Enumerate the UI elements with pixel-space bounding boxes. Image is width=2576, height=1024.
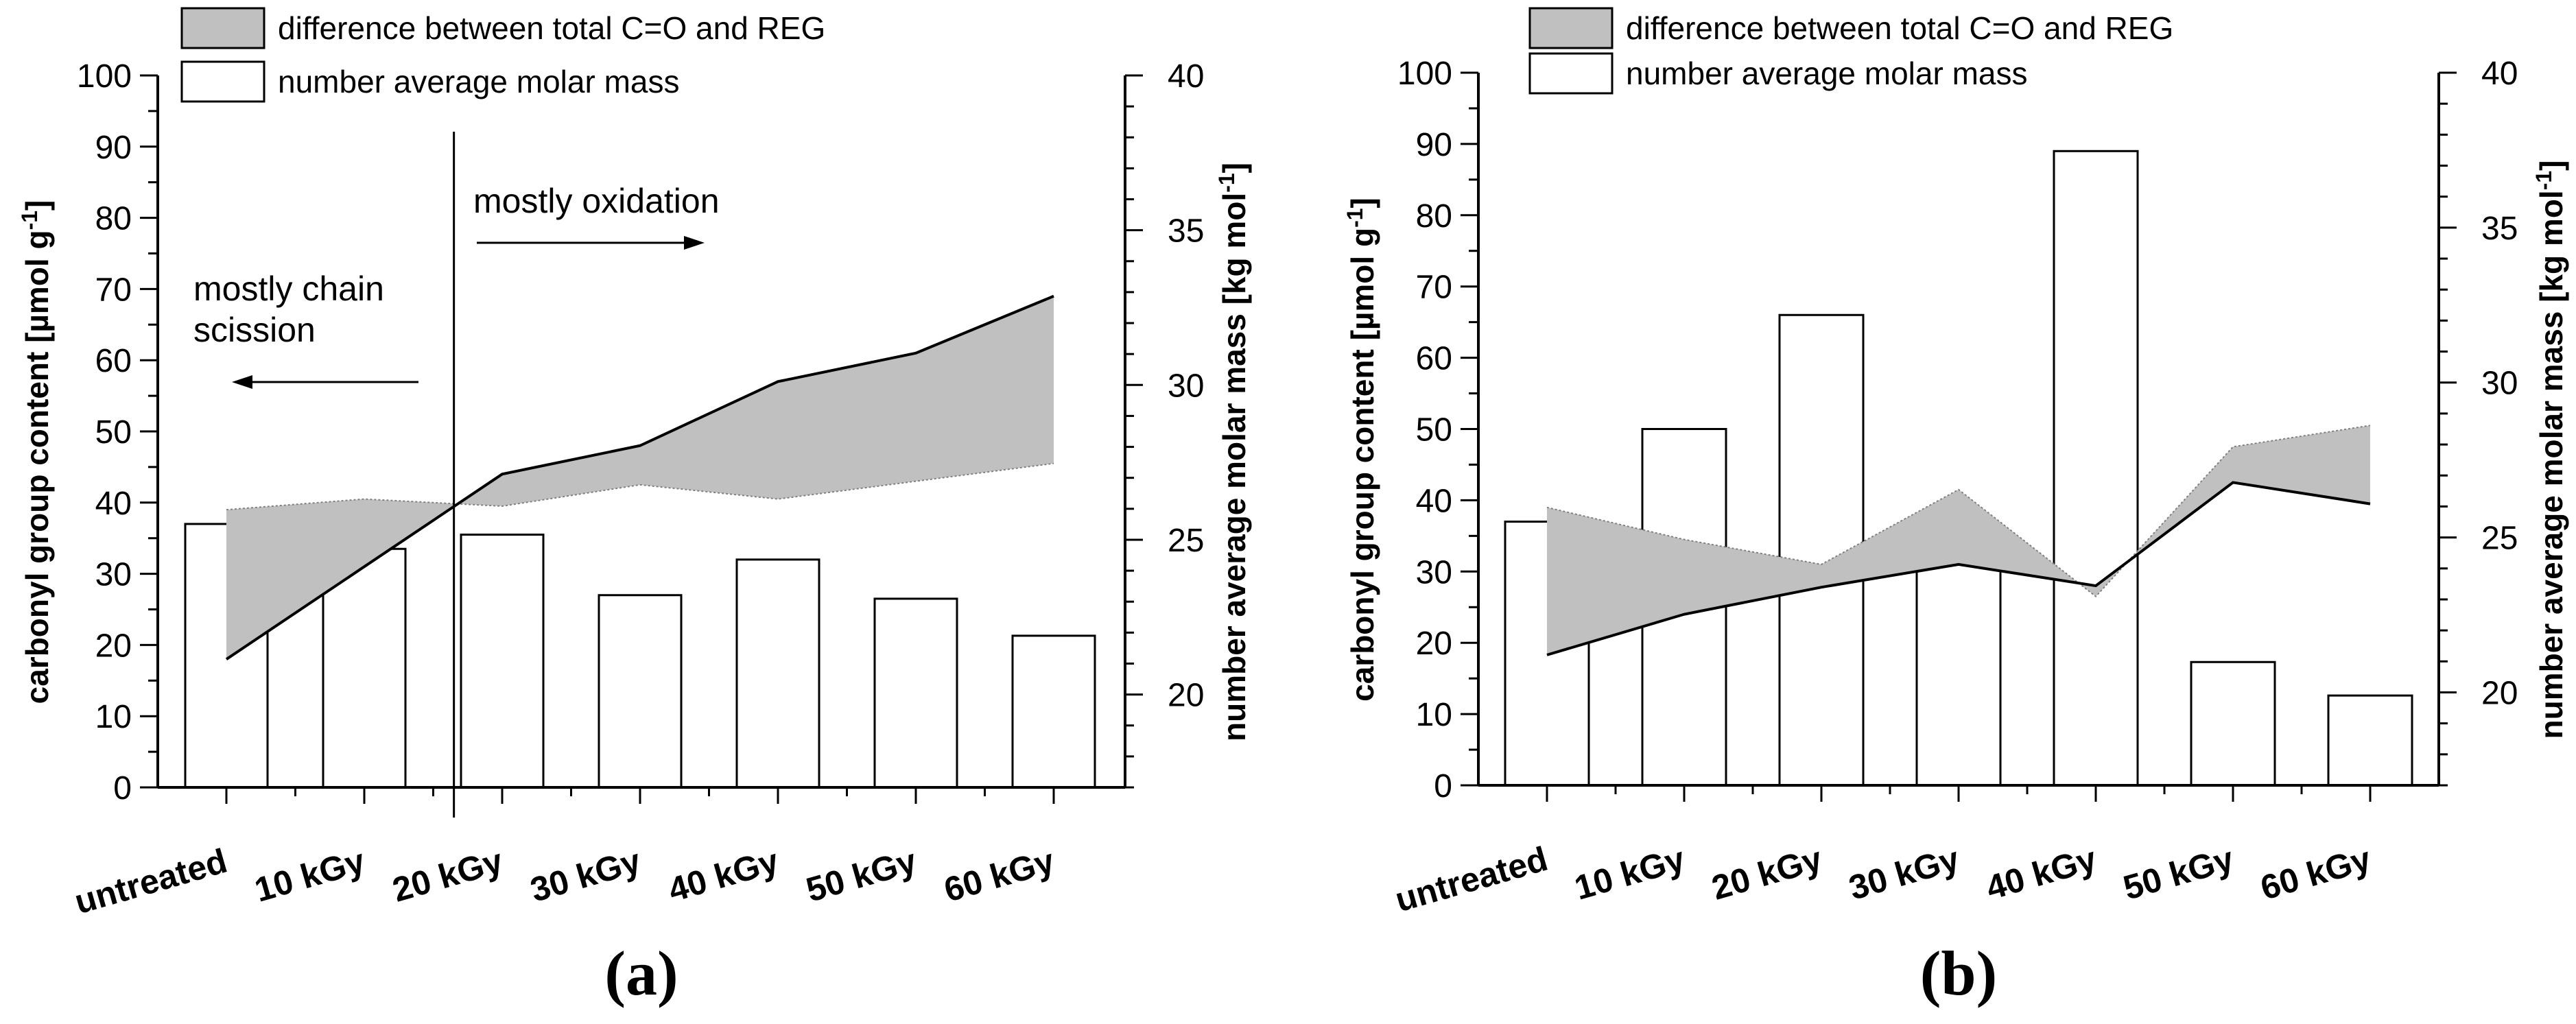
right-tick-label: 20 [2481, 675, 2518, 711]
right-tick-label: 25 [1168, 523, 1204, 559]
left-tick-label: 90 [1416, 127, 1452, 163]
right-axis-title-main: number average molar mass [kg mol [2533, 190, 2569, 739]
left-tick-label: 100 [1397, 56, 1452, 92]
left-axis-title-end: ] [19, 200, 55, 211]
right-axis-title-end: ] [2533, 160, 2569, 171]
right-tick-label: 30 [1168, 368, 1204, 404]
category-label: 30 kGy [526, 842, 645, 909]
left-axis-title-main: carbonyl group content [µmol g [19, 230, 55, 704]
total-co-line [1546, 481, 2371, 656]
annotation-text: mostly oxidation [473, 182, 720, 220]
bar-6 [873, 597, 958, 789]
annotation-text: mostly chain [193, 270, 384, 308]
right-tick-label: 35 [2481, 211, 2518, 247]
panel-label: (a) [604, 938, 678, 1008]
left-tick-label: 50 [1416, 412, 1452, 449]
legend-label: difference between total C=O and REG [1626, 10, 2173, 46]
bar-3 [460, 534, 545, 789]
total-co-line [225, 294, 1054, 660]
right-axis-title: number average molar mass [kg mol-1] [1214, 163, 1252, 741]
left-axis-title-sup: -1 [17, 211, 42, 230]
category-label: 20 kGy [388, 842, 507, 909]
category-label: untreated [1391, 840, 1552, 920]
bar-7 [1011, 634, 1096, 789]
difference-area [1547, 425, 2370, 655]
left-axis-title: carbonyl group content [µmol g-1] [17, 200, 55, 704]
legend-swatch-empty [1528, 52, 1614, 95]
annotation-arrowhead [232, 375, 252, 389]
right-tick-label: 40 [2481, 56, 2518, 92]
category-label: 60 kGy [2256, 840, 2375, 907]
left-tick-label: 60 [1416, 341, 1452, 377]
left-tick-label: 100 [77, 58, 132, 95]
category-label: 30 kGy [1845, 840, 1963, 907]
left-tick-label: 70 [1416, 270, 1452, 306]
left-tick-label: 90 [95, 130, 132, 166]
panel-label: (b) [1920, 938, 1997, 1008]
left-tick-label: 80 [95, 201, 132, 237]
category-label: 10 kGy [250, 842, 369, 909]
right-axis-title-main: number average molar mass [kg mol [1216, 193, 1252, 741]
category-label: 40 kGy [1982, 840, 2101, 907]
bar-2 [322, 547, 407, 789]
left-axis-title-main: carbonyl group content [µmol g [1345, 228, 1380, 702]
right-tick-label: 25 [2481, 521, 2518, 557]
right-tick-label: 35 [1168, 213, 1204, 250]
left-tick-label: 0 [113, 770, 132, 807]
reg-line [1546, 425, 2371, 598]
left-tick-label: 20 [1416, 626, 1452, 662]
left-tick-label: 60 [95, 343, 132, 379]
category-label: untreated [71, 842, 231, 922]
legend-swatch-empty [180, 60, 265, 103]
legend-label: difference between total C=O and REG [278, 10, 825, 46]
left-tick-label: 80 [1416, 198, 1452, 235]
bar-7 [2327, 694, 2413, 787]
category-label: 20 kGy [1708, 840, 1826, 907]
left-axis-title-sup: -1 [1343, 208, 1367, 227]
bar-4 [598, 594, 683, 789]
bar-4 [1915, 563, 2002, 787]
right-axis-title-end: ] [1216, 163, 1252, 173]
right-axis-title-sup: -1 [2531, 171, 2556, 190]
left-tick-label: 20 [95, 628, 132, 664]
left-tick-label: 30 [1416, 554, 1452, 591]
left-tick-label: 10 [1416, 697, 1452, 733]
legend-swatch-filled [1528, 7, 1614, 49]
legend-swatch-filled [180, 7, 265, 49]
right-axis-title: number average molar mass [kg mol-1] [2531, 160, 2569, 739]
difference-area [226, 296, 1054, 660]
left-tick-label: 0 [1434, 768, 1452, 805]
left-tick-label: 10 [95, 699, 132, 735]
bar-6 [2190, 660, 2276, 787]
right-tick-label: 30 [2481, 366, 2518, 402]
right-tick-label: 40 [1168, 58, 1204, 95]
left-tick-label: 50 [95, 414, 132, 451]
right-axis-title-sup: -1 [1214, 173, 1239, 192]
category-label: 50 kGy [2119, 840, 2238, 907]
annotation-arrowhead [684, 236, 705, 250]
left-axis-title: carbonyl group content [µmol g-1] [1343, 198, 1380, 702]
left-tick-label: 30 [95, 557, 132, 593]
left-tick-label: 40 [95, 486, 132, 522]
left-axis-title-end: ] [1345, 198, 1380, 208]
left-tick-label: 70 [95, 272, 132, 308]
category-label: 10 kGy [1570, 840, 1689, 907]
annotation-text: scission [193, 311, 316, 349]
category-label: 60 kGy [940, 842, 1059, 909]
right-tick-label: 20 [1168, 678, 1204, 714]
category-label: 40 kGy [664, 842, 783, 909]
bar-5 [2053, 150, 2139, 787]
bar-5 [735, 558, 820, 789]
category-label: 50 kGy [802, 842, 921, 909]
reg-line [226, 462, 1054, 511]
legend-label: number average molar mass [278, 64, 679, 99]
left-tick-label: 40 [1416, 483, 1452, 519]
legend-label: number average molar mass [1626, 56, 2027, 91]
